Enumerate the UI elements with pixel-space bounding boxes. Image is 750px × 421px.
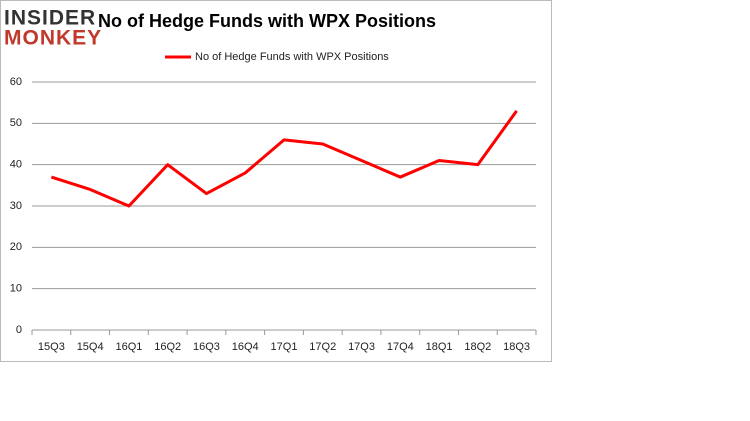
x-tick-label: 15Q4 <box>77 341 104 353</box>
x-tick-label: 15Q3 <box>38 341 65 353</box>
x-tick-label: 16Q2 <box>154 341 181 353</box>
logo-line1: INSIDER <box>4 7 96 30</box>
y-tick-label: 20 <box>10 241 22 253</box>
y-tick-label: 50 <box>10 117 22 129</box>
chart-frame <box>0 0 552 362</box>
y-tick-label: 60 <box>10 76 22 88</box>
x-tick-label: 17Q3 <box>348 341 375 353</box>
y-tick-label: 0 <box>16 324 22 336</box>
x-tick-label: 16Q3 <box>193 341 220 353</box>
y-tick-label: 10 <box>10 283 22 295</box>
x-tick-label: 16Q1 <box>115 341 142 353</box>
x-tick-label: 17Q2 <box>309 341 336 353</box>
legend-label: No of Hedge Funds with WPX Positions <box>195 51 389 63</box>
x-tick-label: 17Q4 <box>387 341 414 353</box>
chart-title: No of Hedge Funds with WPX Positions <box>98 11 436 31</box>
y-tick-label: 30 <box>10 200 22 212</box>
x-tick-label: 18Q1 <box>426 341 453 353</box>
x-tick-label: 17Q1 <box>271 341 298 353</box>
x-tick-label: 18Q3 <box>503 341 530 353</box>
series-line <box>50 110 518 208</box>
logo-line2: MONKEY <box>4 27 102 50</box>
x-tick-label: 18Q2 <box>464 341 491 353</box>
x-tick-label: 16Q4 <box>232 341 259 353</box>
y-tick-label: 40 <box>10 159 22 171</box>
